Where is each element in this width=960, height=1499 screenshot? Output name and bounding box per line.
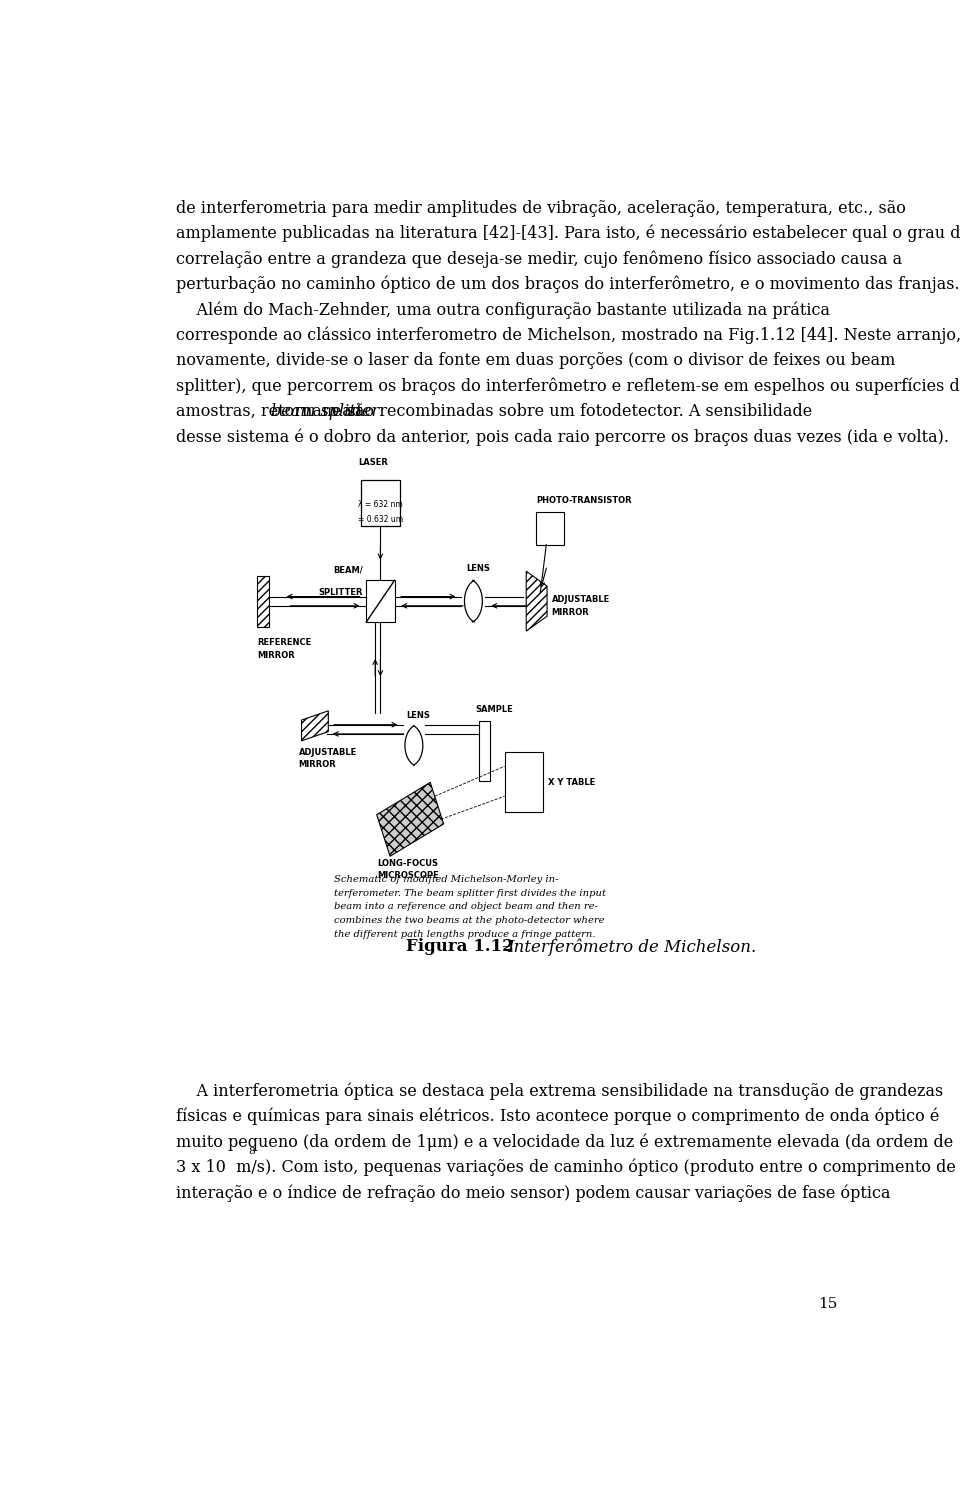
Text: SAMPLE: SAMPLE	[475, 706, 514, 715]
Text: X Y TABLE: X Y TABLE	[548, 778, 595, 787]
Text: 15: 15	[819, 1297, 838, 1312]
Text: novamente, divide-se o laser da fonte em duas porções (com o divisor de feixes o: novamente, divide-se o laser da fonte em…	[176, 352, 895, 369]
Text: MIRROR: MIRROR	[299, 760, 336, 769]
Bar	[257, 576, 269, 627]
Text: desse sistema é o dobro da anterior, pois cada raio percorre os braços duas veze: desse sistema é o dobro da anterior, poi…	[176, 429, 948, 445]
Bar	[536, 513, 564, 544]
Polygon shape	[301, 711, 328, 741]
Text: LENS: LENS	[406, 711, 430, 720]
Text: terferometer. The beam splitter first divides the input: terferometer. The beam splitter first di…	[334, 889, 607, 898]
Text: 8: 8	[249, 1147, 255, 1156]
Text: BEAM/: BEAM/	[333, 565, 363, 574]
Text: –: –	[497, 938, 516, 955]
Text: interação e o índice de refração do meio sensor) podem causar variações de fase : interação e o índice de refração do meio…	[176, 1184, 890, 1202]
Text: amplamente publicadas na literatura [42]-[43]. Para isto, é necessário estabelec: amplamente publicadas na literatura [42]…	[176, 225, 960, 243]
Text: Além do Mach-Zehnder, uma outra configuração bastante utilizada na prática: Além do Mach-Zehnder, uma outra configur…	[176, 301, 829, 319]
Text: λ = 632 nm: λ = 632 nm	[358, 499, 403, 508]
Text: corresponde ao clássico interferometro de Michelson, mostrado na Fig.1.12 [44]. : corresponde ao clássico interferometro d…	[176, 327, 960, 343]
Text: LASER: LASER	[358, 459, 388, 468]
Text: Schematic of modified Michelson-Morley in-: Schematic of modified Michelson-Morley i…	[334, 875, 559, 884]
Text: Interferômetro de Michelson.: Interferômetro de Michelson.	[507, 938, 756, 956]
Text: MIRROR: MIRROR	[257, 651, 295, 660]
Text: MICROSCOPE: MICROSCOPE	[377, 871, 439, 880]
Text: REFERENCE: REFERENCE	[257, 639, 311, 648]
Text: LONG-FOCUS: LONG-FOCUS	[377, 859, 439, 868]
Text: splitter), que percorrem os braços do interferômetro e refletem-se em espelhos o: splitter), que percorrem os braços do in…	[176, 378, 960, 394]
Text: e são recombinadas sobre um fotodetector. A sensibilidade: e são recombinadas sobre um fotodetector…	[326, 403, 812, 420]
Text: físicas e químicas para sinais elétricos. Isto acontece porque o comprimento de : físicas e químicas para sinais elétricos…	[176, 1108, 939, 1126]
Text: A interferometria óptica se destaca pela extrema sensibilidade na transdução de : A interferometria óptica se destaca pela…	[176, 1082, 943, 1100]
Text: correlação entre a grandeza que deseja-se medir, cujo fenômeno físico associado : correlação entre a grandeza que deseja-s…	[176, 250, 902, 268]
Text: Figura 1.12: Figura 1.12	[406, 938, 515, 955]
Text: ADJUSTABLE: ADJUSTABLE	[551, 595, 610, 604]
Bar	[361, 480, 399, 526]
Text: = 0.632 um: = 0.632 um	[358, 514, 403, 523]
Polygon shape	[376, 782, 444, 856]
Text: muito pequeno (da ordem de 1μm) e a velocidade da luz é extremamente elevada (da: muito pequeno (da ordem de 1μm) e a velo…	[176, 1133, 953, 1151]
Bar	[367, 580, 395, 622]
Text: PHOTO-TRANSISTOR: PHOTO-TRANSISTOR	[536, 496, 632, 505]
Text: perturbação no caminho óptico de um dos braços do interferômetro, e o movimento : perturbação no caminho óptico de um dos …	[176, 276, 959, 294]
Bar	[479, 721, 490, 781]
Bar	[505, 752, 543, 812]
Text: beam splitter: beam splitter	[271, 403, 379, 420]
Text: ADJUSTABLE: ADJUSTABLE	[299, 748, 357, 757]
Text: 3 x 10  m/s). Com isto, pequenas variações de caminho óptico (produto entre o co: 3 x 10 m/s). Com isto, pequenas variaçõe…	[176, 1159, 955, 1177]
Text: the different path lengths produce a fringe pattern.: the different path lengths produce a fri…	[334, 929, 596, 940]
Text: MIRROR: MIRROR	[551, 609, 589, 618]
Text: LENS: LENS	[466, 565, 490, 574]
Polygon shape	[526, 571, 547, 631]
Text: de interferometria para medir amplitudes de vibração, aceleração, temperatura, e: de interferometria para medir amplitudes…	[176, 199, 905, 216]
Text: beam into a reference and object beam and then re-: beam into a reference and object beam an…	[334, 902, 598, 911]
Text: combines the two beams at the photo-detector where: combines the two beams at the photo-dete…	[334, 916, 605, 925]
Text: amostras, retornam ao: amostras, retornam ao	[176, 403, 367, 420]
Text: SPLITTER: SPLITTER	[319, 589, 363, 598]
